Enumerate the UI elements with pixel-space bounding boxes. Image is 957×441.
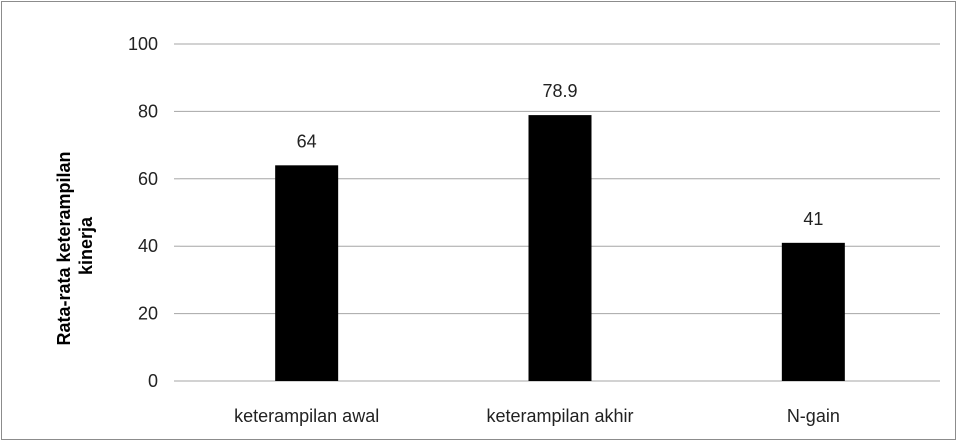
bars	[275, 115, 845, 382]
data-label-1: 64	[297, 131, 317, 151]
y-axis-title: Rata-rata keterampilan kinerja	[54, 146, 96, 345]
y-tick-label: 20	[138, 304, 158, 324]
y-axis-ticks: 0 20 40 60 80 100	[128, 34, 158, 391]
y-tick-label: 100	[128, 34, 158, 54]
y-tick-label: 40	[138, 236, 158, 256]
y-tick-label: 60	[138, 169, 158, 189]
data-label-2: 78.9	[542, 81, 577, 101]
category-label-3: N-gain	[787, 406, 840, 426]
y-axis-title-line-1: Rata-rata keterampilan	[54, 151, 74, 345]
bar-3	[781, 242, 845, 381]
category-label-1: keterampilan awal	[234, 406, 379, 426]
bar-1	[275, 165, 339, 381]
category-label-2: keterampilan akhir	[486, 406, 633, 426]
data-labels: 64 78.9 41	[297, 81, 824, 229]
y-tick-label: 0	[148, 371, 158, 391]
y-tick-label: 80	[138, 101, 158, 121]
bar-2	[528, 115, 592, 382]
x-axis-categories: keterampilan awal keterampilan akhir N-gai…	[234, 406, 840, 426]
data-label-3: 41	[803, 209, 823, 229]
y-axis-title-line-2: kinerja	[76, 216, 96, 275]
